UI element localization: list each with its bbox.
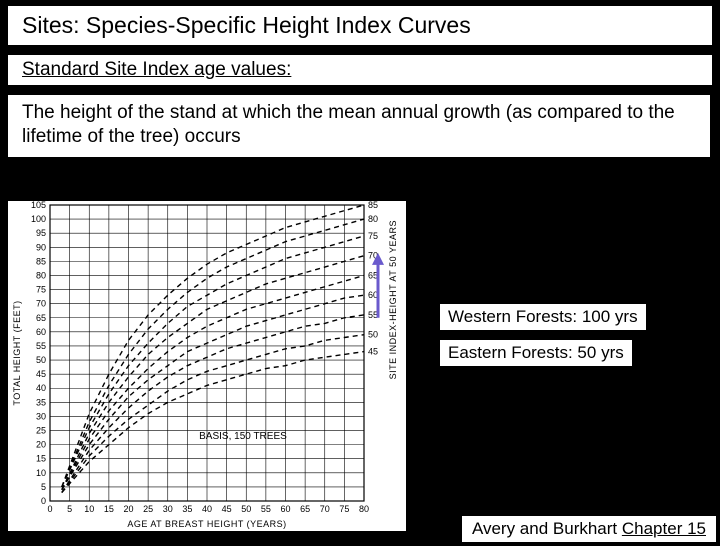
svg-text:95: 95 (36, 228, 46, 238)
title-main: Species-Specific Height Index Curves (80, 12, 471, 38)
svg-text:75: 75 (368, 231, 378, 241)
svg-text:40: 40 (202, 504, 212, 514)
svg-text:60: 60 (280, 504, 290, 514)
svg-text:90: 90 (36, 242, 46, 252)
svg-text:55: 55 (261, 504, 271, 514)
body-text: The height of the stand at which the mea… (22, 102, 675, 147)
svg-text:85: 85 (36, 256, 46, 266)
svg-text:55: 55 (36, 341, 46, 351)
svg-text:35: 35 (182, 504, 192, 514)
svg-text:BASIS, 150 TREES: BASIS, 150 TREES (199, 431, 287, 442)
svg-text:80: 80 (359, 504, 369, 514)
svg-text:40: 40 (36, 383, 46, 393)
svg-text:0: 0 (47, 504, 52, 514)
svg-text:15: 15 (36, 454, 46, 464)
svg-text:50: 50 (368, 330, 378, 340)
svg-text:5: 5 (67, 504, 72, 514)
svg-text:30: 30 (163, 504, 173, 514)
citation-text: Avery and Burkhart (472, 519, 622, 538)
citation-chapter: Chapter 15 (622, 519, 706, 538)
svg-text:5: 5 (41, 482, 46, 492)
svg-text:30: 30 (36, 411, 46, 421)
svg-text:70: 70 (36, 299, 46, 309)
svg-text:100: 100 (31, 214, 46, 224)
subtitle-text: Standard Site Index age values: (22, 59, 291, 80)
svg-text:0: 0 (41, 496, 46, 506)
svg-text:75: 75 (339, 504, 349, 514)
svg-text:35: 35 (36, 397, 46, 407)
citation: Avery and Burkhart Chapter 15 (462, 516, 716, 542)
svg-text:25: 25 (143, 504, 153, 514)
svg-text:SITE INDEX-HEIGHT AT 50 YEARS: SITE INDEX-HEIGHT AT 50 YEARS (388, 220, 398, 379)
svg-text:TOTAL HEIGHT (FEET): TOTAL HEIGHT (FEET) (12, 300, 22, 405)
svg-text:85: 85 (368, 201, 378, 210)
svg-text:AGE AT BREAST HEIGHT (YEARS): AGE AT BREAST HEIGHT (YEARS) (127, 519, 286, 529)
svg-text:25: 25 (36, 426, 46, 436)
slide-title: Sites: Species-Specific Height Index Cur… (8, 6, 712, 45)
svg-text:10: 10 (36, 468, 46, 478)
chart-svg: 0 5 10 15 20 25 30 35 40 45 50 55 60 65 70 75 80 0 5 10 15 20… (8, 201, 406, 531)
svg-text:15: 15 (104, 504, 114, 514)
note-eastern: Eastern Forests: 50 yrs (440, 340, 632, 366)
subtitle: Standard Site Index age values: (8, 55, 712, 85)
svg-text:20: 20 (123, 504, 133, 514)
note-western: Western Forests: 100 yrs (440, 304, 646, 330)
svg-text:50: 50 (241, 504, 251, 514)
svg-text:65: 65 (36, 313, 46, 323)
title-prefix: Sites: (22, 12, 80, 38)
svg-text:60: 60 (36, 327, 46, 337)
svg-text:20: 20 (36, 440, 46, 450)
svg-text:50: 50 (36, 355, 46, 365)
site-index-chart: 0 5 10 15 20 25 30 35 40 45 50 55 60 65 70 75 80 0 5 10 15 20… (8, 201, 406, 531)
svg-text:45: 45 (36, 369, 46, 379)
svg-text:10: 10 (84, 504, 94, 514)
svg-text:75: 75 (36, 285, 46, 295)
svg-text:80: 80 (368, 214, 378, 224)
body-text-box: The height of the stand at which the mea… (8, 95, 710, 157)
svg-text:45: 45 (222, 504, 232, 514)
svg-text:70: 70 (320, 504, 330, 514)
svg-text:65: 65 (300, 504, 310, 514)
svg-text:105: 105 (31, 201, 46, 210)
svg-text:45: 45 (368, 347, 378, 357)
svg-text:80: 80 (36, 270, 46, 280)
